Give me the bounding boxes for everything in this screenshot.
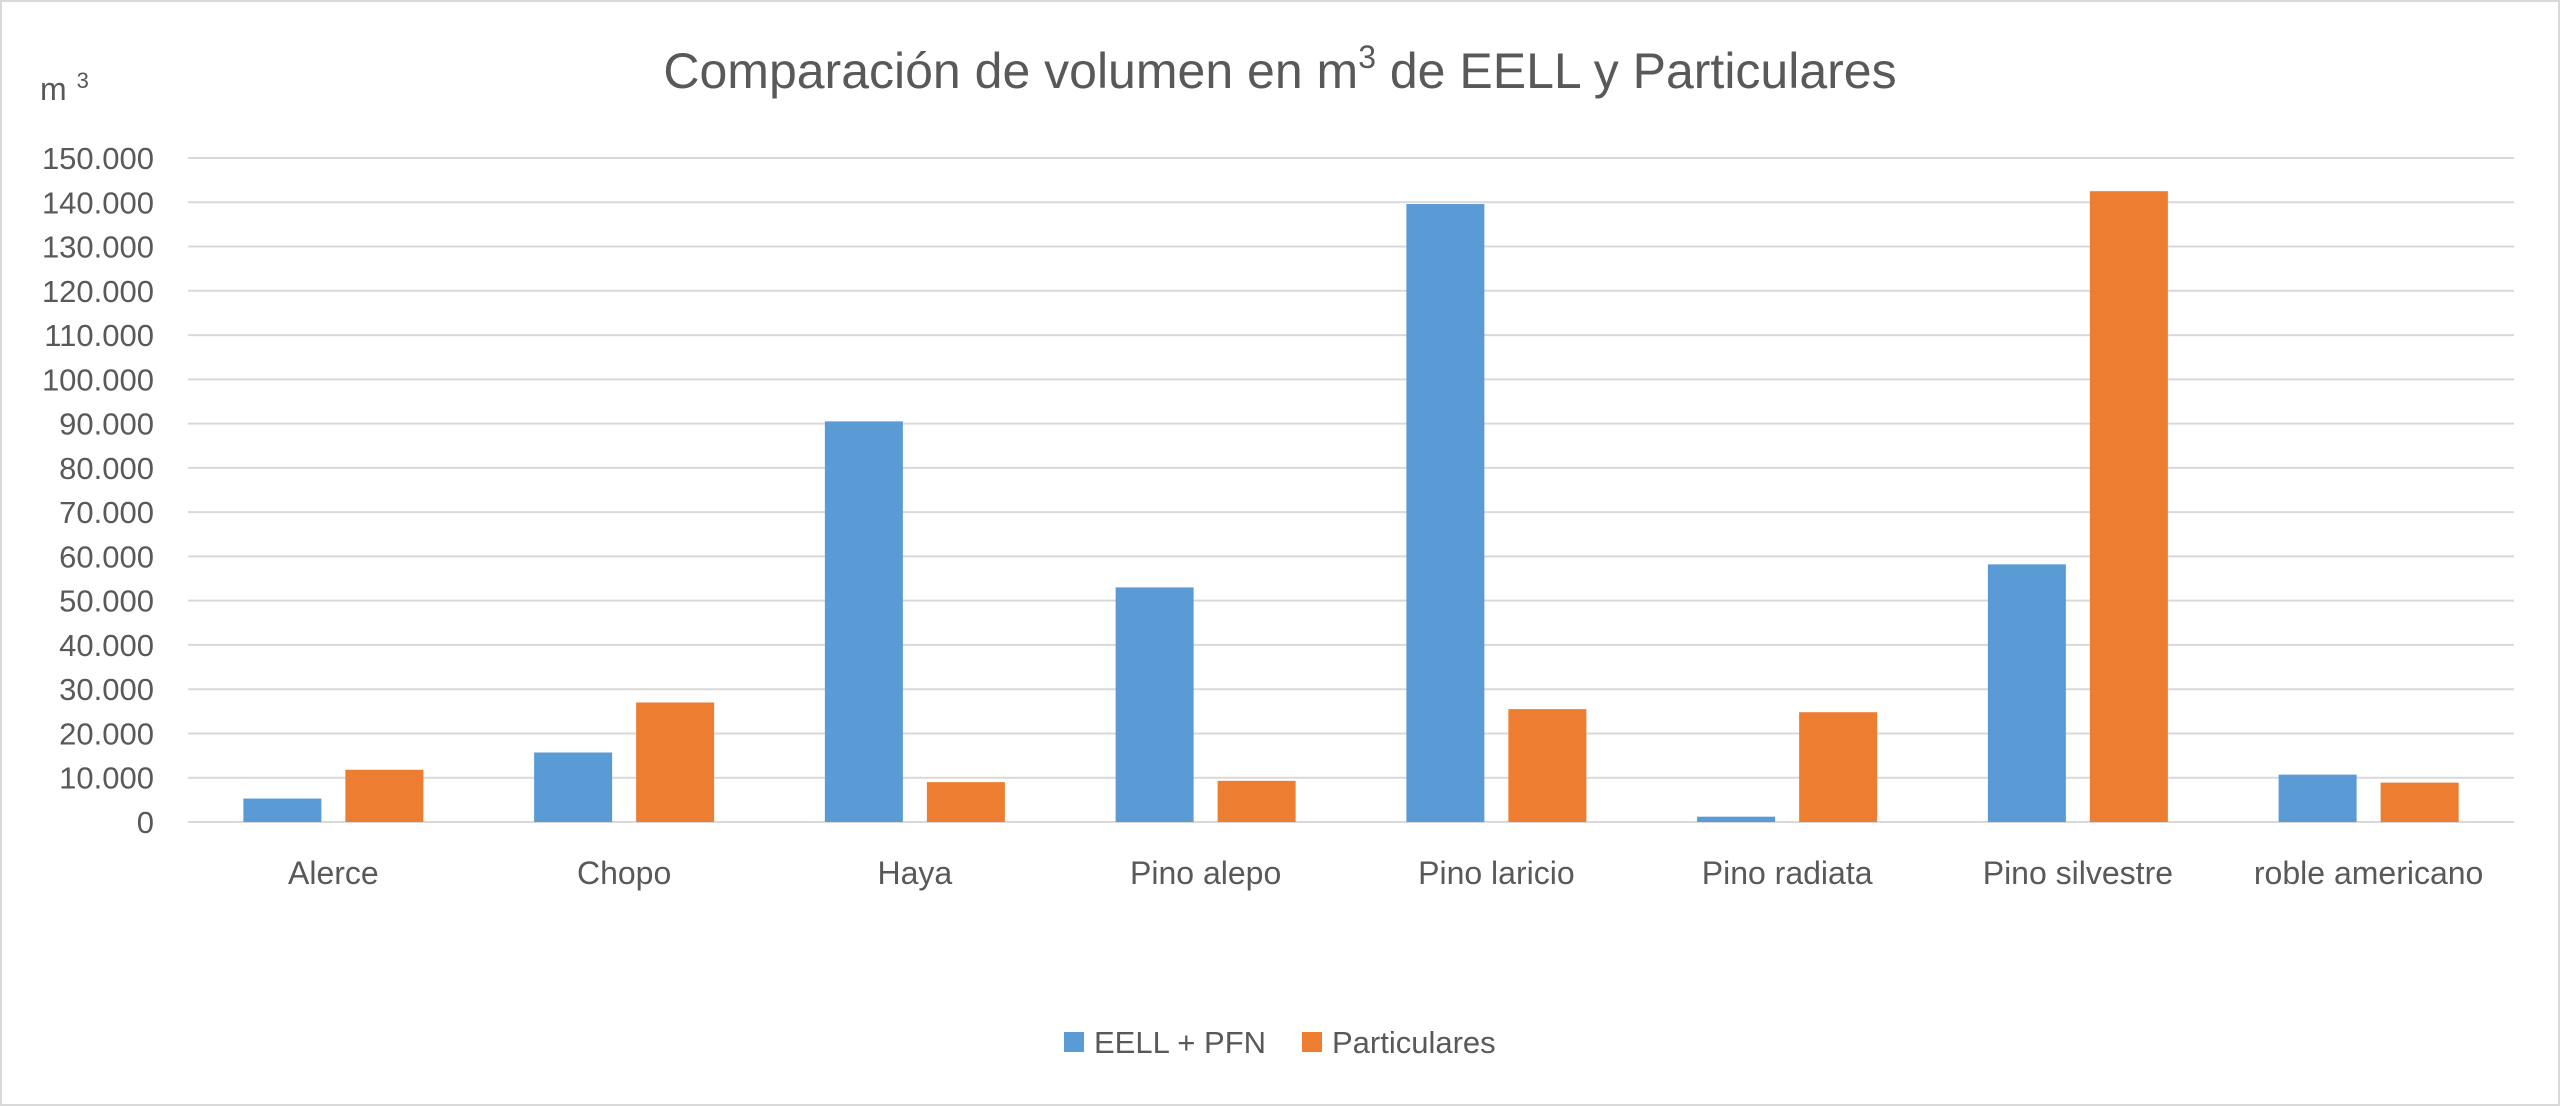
- legend: EELL + PFN Particulares: [1064, 1025, 1496, 1060]
- chart-title: Comparación de volumen en m3 de EELL y P…: [663, 39, 1896, 99]
- y-tick-label: 30.000: [59, 672, 154, 707]
- y-tick-label: 120.000: [42, 274, 154, 309]
- bar-particulares: [1799, 712, 1878, 822]
- x-axis-categories: Alerce Chopo Haya Pino alepo Pino laricio Pin…: [288, 855, 2483, 891]
- bar-particulares: [926, 782, 1005, 822]
- bar-eell-pfn: [534, 752, 613, 822]
- y-tick-label: 90.000: [59, 407, 154, 442]
- y-tick-label: 40.000: [59, 628, 154, 663]
- legend-label: EELL + PFN: [1094, 1025, 1266, 1060]
- y-tick-label: 110.000: [44, 318, 154, 353]
- bar-particulares: [636, 702, 715, 822]
- bar-particulares: [2089, 191, 2168, 822]
- bar-eell-pfn: [1697, 816, 1776, 822]
- bar-eell-pfn: [243, 798, 322, 822]
- bar-eell-pfn: [1987, 564, 2066, 822]
- bar-particulares: [1217, 780, 1296, 822]
- y-tick-label: 140.000: [42, 185, 154, 220]
- y-tick-label: 100.000: [42, 362, 154, 397]
- x-category-label: roble americano: [2254, 855, 2483, 891]
- bar-particulares: [1508, 709, 1587, 822]
- y-tick-label: 150.000: [42, 141, 154, 176]
- x-category-label: Pino radiata: [1702, 855, 1873, 891]
- bar-eell-pfn: [1115, 587, 1194, 822]
- x-category-label: Alerce: [288, 855, 379, 891]
- bars: [243, 191, 2459, 822]
- y-tick-label: 60.000: [59, 539, 154, 574]
- y-tick-label: 80.000: [59, 451, 154, 486]
- y-tick-label: 50.000: [59, 584, 154, 619]
- y-tick-label: 0: [137, 805, 154, 840]
- y-tick-label: 10.000: [59, 761, 154, 796]
- x-category-label: Pino laricio: [1418, 855, 1575, 891]
- x-category-label: Chopo: [577, 855, 671, 891]
- y-tick-label: 70.000: [59, 495, 154, 530]
- bar-eell-pfn: [1406, 204, 1485, 822]
- legend-swatch: [1302, 1032, 1322, 1052]
- x-category-label: Pino alepo: [1130, 855, 1281, 891]
- legend-label: Particulares: [1332, 1025, 1496, 1060]
- bar-eell-pfn: [2278, 774, 2357, 822]
- bar-particulares: [345, 769, 424, 822]
- y-axis-ticks: 0 10.000 20.000 30.000 40.000 50.000 60.000 70.…: [42, 141, 154, 840]
- y-tick-label: 130.000: [42, 230, 154, 265]
- bar-eell-pfn: [824, 421, 903, 822]
- legend-swatch: [1064, 1032, 1084, 1052]
- x-category-label: Haya: [878, 855, 953, 891]
- y-tick-label: 20.000: [59, 716, 154, 751]
- bar-particulares: [2380, 782, 2459, 822]
- x-category-label: Pino silvestre: [1983, 855, 2173, 891]
